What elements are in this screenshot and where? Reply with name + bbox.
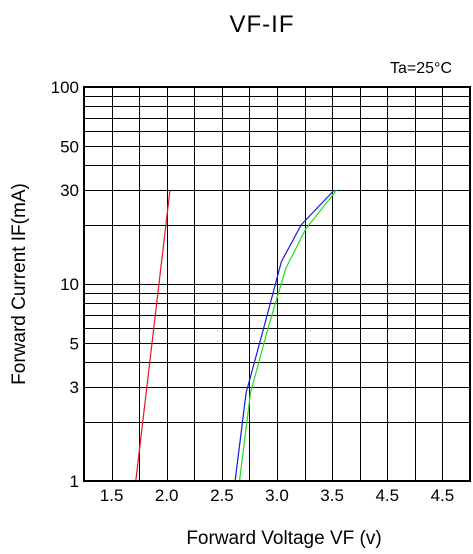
y-tick-label: 50 bbox=[60, 137, 79, 156]
series-lines bbox=[135, 189, 338, 482]
x-tick-label: 2.0 bbox=[155, 486, 179, 505]
y-tick-label: 100 bbox=[51, 78, 79, 97]
x-axis-title: Forward Voltage VF (v) bbox=[186, 528, 381, 549]
y-tick-label: 10 bbox=[60, 275, 79, 294]
x-tick-label: 1.5 bbox=[100, 486, 124, 505]
x-tick-label: 3.0 bbox=[265, 486, 289, 505]
series-line-1 bbox=[135, 189, 171, 482]
grid bbox=[84, 87, 471, 482]
series-line-2 bbox=[234, 189, 335, 482]
x-tick-label: 4.5 bbox=[375, 486, 399, 505]
plot-frame bbox=[83, 86, 471, 482]
tick-labels: 1.5 2.0 2.5 3.0 3.5 4.5 4.5 1 3 5 10 30 50 100 bbox=[51, 78, 455, 505]
y-tick-label: 30 bbox=[60, 181, 79, 200]
x-tick-label: 2.5 bbox=[210, 486, 234, 505]
y-tick-label: 5 bbox=[70, 334, 79, 353]
temperature-annotation: Ta=25°C bbox=[390, 60, 452, 77]
y-tick-label: 3 bbox=[70, 378, 79, 397]
x-tick-label: 4.5 bbox=[431, 486, 455, 505]
x-tick-label: 3.5 bbox=[320, 486, 344, 505]
chart-title: VF-IF bbox=[230, 11, 295, 38]
y-axis-title: Forward Current IF(mA) bbox=[9, 183, 30, 385]
y-tick-label: 1 bbox=[70, 472, 79, 491]
series-line-3 bbox=[238, 189, 338, 482]
